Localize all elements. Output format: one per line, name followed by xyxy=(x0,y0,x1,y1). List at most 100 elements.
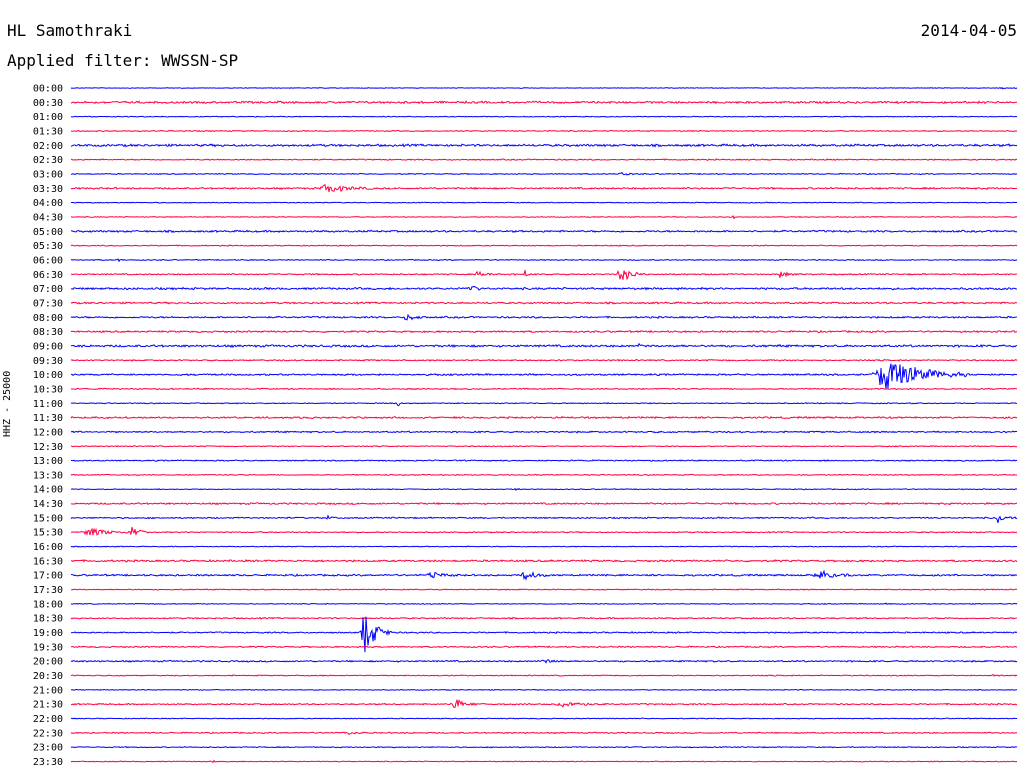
seismic-trace xyxy=(70,688,1018,691)
seismic-trace xyxy=(70,313,1018,321)
seismic-trace xyxy=(70,602,1018,606)
seismic-trace xyxy=(70,759,1017,764)
date-label: 2014-04-05 xyxy=(920,21,1017,40)
station-title: HL Samothraki xyxy=(7,21,133,40)
seismic-trace xyxy=(70,363,1018,389)
time-label: 05:00 xyxy=(33,227,63,238)
time-label: 04:00 xyxy=(33,198,63,209)
time-label: 23:00 xyxy=(33,743,63,754)
time-label: 07:00 xyxy=(33,284,63,295)
time-label: 11:00 xyxy=(33,399,63,410)
time-label: 19:00 xyxy=(33,628,63,639)
seismic-trace xyxy=(70,445,1018,448)
time-label: 10:00 xyxy=(33,370,63,381)
seismic-trace xyxy=(70,100,1018,105)
time-label: 22:00 xyxy=(33,714,63,725)
seismic-trace xyxy=(70,143,1018,148)
seismic-trace xyxy=(70,473,1018,477)
time-label: 17:30 xyxy=(33,585,63,596)
seismic-trace xyxy=(70,569,1018,581)
seismic-trace xyxy=(70,229,1018,234)
filter-label: Applied filter: WWSSN-SP xyxy=(7,51,239,70)
seismic-trace xyxy=(70,588,1018,591)
seismic-trace xyxy=(70,358,1018,362)
time-label: 12:00 xyxy=(33,427,63,438)
time-label: 09:30 xyxy=(33,356,63,367)
time-label: 02:00 xyxy=(33,141,63,152)
seismic-trace xyxy=(70,545,1018,548)
time-label: 08:00 xyxy=(33,313,63,324)
seismic-trace xyxy=(70,514,1018,523)
seismic-trace xyxy=(70,526,1018,537)
seismic-trace xyxy=(70,616,1018,653)
seismic-trace xyxy=(70,258,1018,263)
time-label: 01:30 xyxy=(33,126,63,137)
time-label: 14:00 xyxy=(33,485,63,496)
time-label: 00:30 xyxy=(33,98,63,109)
seismic-trace xyxy=(70,129,1018,133)
time-label: 21:00 xyxy=(33,685,63,696)
time-label: 03:00 xyxy=(33,169,63,180)
time-label: 02:30 xyxy=(33,155,63,166)
time-label: 15:00 xyxy=(33,513,63,524)
seismic-trace xyxy=(70,285,1018,291)
seismic-trace xyxy=(70,201,1018,204)
seismic-trace xyxy=(70,115,1018,118)
time-label: 17:00 xyxy=(33,571,63,582)
time-label: 18:00 xyxy=(33,599,63,610)
seismic-trace xyxy=(70,717,1018,720)
seismic-trace xyxy=(70,215,1018,220)
time-label: 11:30 xyxy=(33,413,63,424)
seismic-trace xyxy=(70,673,1018,677)
time-label: 14:30 xyxy=(33,499,63,510)
time-label: 16:30 xyxy=(33,556,63,567)
time-label: 19:30 xyxy=(33,642,63,653)
time-label: 20:30 xyxy=(33,671,63,682)
time-label: 13:00 xyxy=(33,456,63,467)
seismic-trace xyxy=(70,459,1018,462)
time-label: 07:30 xyxy=(33,298,63,309)
seismic-trace xyxy=(70,558,1018,563)
seismic-trace xyxy=(70,402,1018,407)
seismic-trace xyxy=(70,158,1018,161)
seismic-trace xyxy=(70,171,1018,176)
time-label: 13:30 xyxy=(33,470,63,481)
time-label: 01:00 xyxy=(33,112,63,123)
seismic-trace xyxy=(70,487,1018,492)
seismic-trace xyxy=(70,342,1018,349)
time-label: 06:30 xyxy=(33,270,63,281)
time-label: 04:30 xyxy=(33,212,63,223)
seismic-trace xyxy=(70,616,1018,620)
seismic-trace xyxy=(70,269,1018,281)
time-label: 18:30 xyxy=(33,614,63,625)
seismic-trace xyxy=(70,731,1018,736)
seismic-trace xyxy=(70,415,1018,420)
seismic-trace xyxy=(70,387,1018,391)
seismic-trace xyxy=(70,699,1018,708)
seismic-trace xyxy=(70,430,1018,434)
time-label: 16:00 xyxy=(33,542,63,553)
seismic-trace xyxy=(70,501,1018,506)
time-label: 22:30 xyxy=(33,728,63,739)
seismic-trace xyxy=(70,329,1018,334)
time-label: 12:30 xyxy=(33,442,63,453)
seismic-trace xyxy=(70,659,1018,664)
time-label: 10:30 xyxy=(33,384,63,395)
time-label: 08:30 xyxy=(33,327,63,338)
time-label: 09:00 xyxy=(33,341,63,352)
time-label: 21:30 xyxy=(33,700,63,711)
time-label: 06:00 xyxy=(33,255,63,266)
seismic-trace xyxy=(70,86,1018,90)
time-label: 20:00 xyxy=(33,657,63,668)
time-label: 03:30 xyxy=(33,184,63,195)
time-label: 15:30 xyxy=(33,528,63,539)
seismic-trace xyxy=(70,645,1018,649)
seismic-trace xyxy=(70,244,1018,247)
seismic-trace xyxy=(70,183,1018,193)
time-label: 00:00 xyxy=(33,84,63,95)
seismic-trace xyxy=(70,301,1018,305)
time-label: 05:30 xyxy=(33,241,63,252)
seismic-trace xyxy=(70,745,1018,749)
time-label: 23:30 xyxy=(33,757,63,768)
